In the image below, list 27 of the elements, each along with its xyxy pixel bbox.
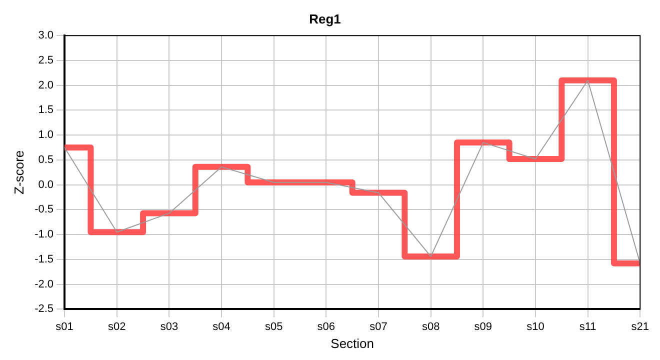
x-tick-label: s21 [631,320,650,333]
y-tick-label: -2.5 [34,303,54,316]
x-tick-label: s06 [317,320,336,333]
x-tick-label: s09 [474,320,492,333]
x-tick-label: s11 [579,320,596,333]
x-tick-label: s01 [56,320,74,333]
y-tick-label: 0.0 [38,178,54,191]
y-tick-label: 3.0 [38,30,54,42]
chart-title: Reg1 [309,11,341,26]
x-tick-label: s04 [212,320,230,333]
y-tick-label: 1.5 [38,104,54,116]
x-axis-title: Section [330,336,374,351]
y-tick-label: -1.0 [34,228,54,241]
x-tick-label: s02 [108,320,126,333]
y-tick-label: -1.5 [34,253,54,266]
y-tick-label: 2.0 [38,79,54,92]
x-tick-label: s08 [422,320,440,333]
y-tick-label: -0.5 [34,204,54,216]
y-tick-label: 1.0 [38,129,54,142]
x-tick-label: s03 [160,320,178,333]
y-axis-title: Z-score [11,150,26,194]
x-tick-label: s07 [370,320,388,333]
y-tick-label: 2.5 [38,54,54,67]
x-tick-label: s05 [264,320,283,333]
y-tick-label: -2.0 [34,278,54,290]
y-tick-label: 0.5 [38,154,54,166]
x-tick-label: s10 [526,320,544,333]
